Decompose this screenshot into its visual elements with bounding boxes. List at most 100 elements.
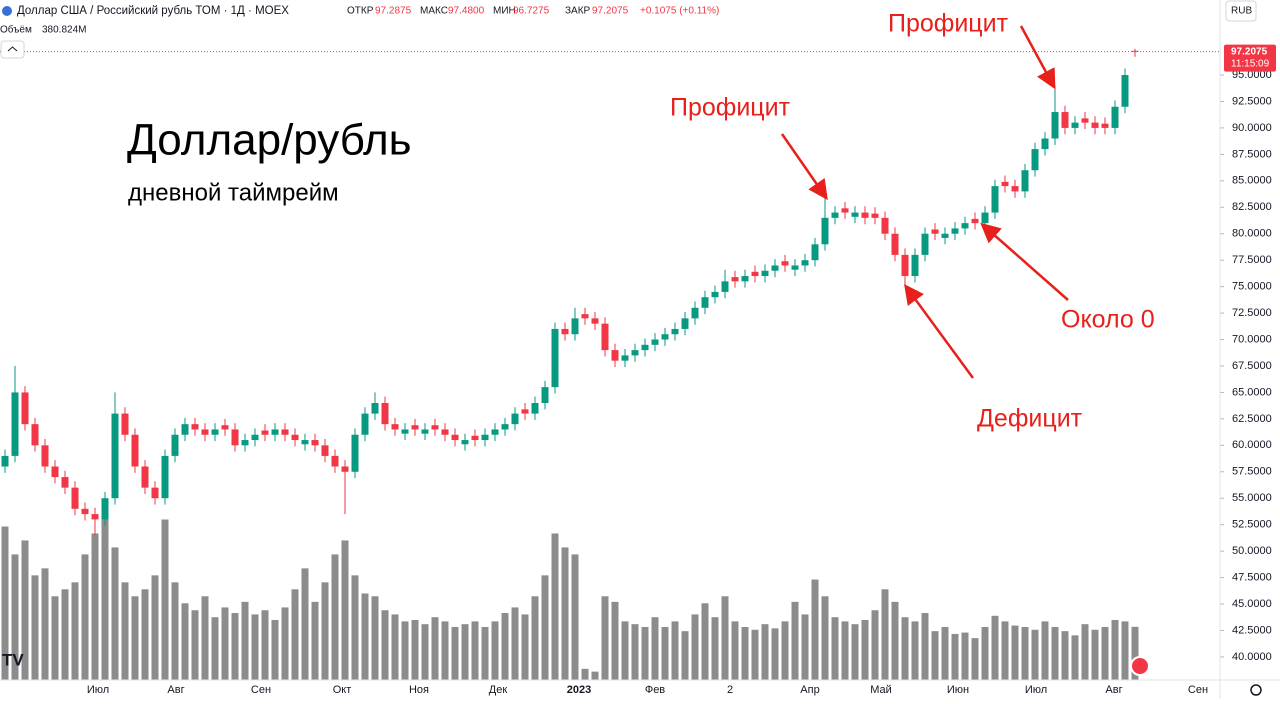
symbol-icon xyxy=(2,6,12,16)
candle-body xyxy=(851,212,859,217)
x-tick-label: 2 xyxy=(727,684,733,696)
candle-body xyxy=(881,217,889,234)
volume-bar xyxy=(1131,626,1139,680)
volume-bar xyxy=(661,626,669,680)
symbol: Доллар США / Российский рубль ТОМ · 1Д ·… xyxy=(17,5,289,17)
x-tick-label: Ноя xyxy=(409,684,429,696)
candle-body xyxy=(841,208,849,213)
volume-bar xyxy=(631,624,639,680)
y-tick-label: 92.5000 xyxy=(1232,95,1272,107)
candle-body xyxy=(401,429,409,434)
candle-body xyxy=(411,425,419,430)
y-tick-label: 65.0000 xyxy=(1232,386,1272,398)
volume-bar xyxy=(41,568,49,680)
candle-body xyxy=(811,244,819,261)
volume-bar xyxy=(1011,625,1019,680)
candle-body xyxy=(741,276,749,282)
volume-bar xyxy=(451,626,459,680)
volume-bar xyxy=(231,613,239,680)
volume-bar xyxy=(1071,635,1079,680)
volume-bar xyxy=(211,617,219,680)
annotation-deficit: Дефицит xyxy=(977,405,1083,433)
candle-body xyxy=(621,355,629,361)
currency: RUB xyxy=(1231,6,1252,17)
y-tick-label: 57.5000 xyxy=(1232,466,1272,478)
annotation-surplus: Профицит xyxy=(670,94,791,122)
collapse-button[interactable] xyxy=(0,40,25,59)
candle-body xyxy=(261,430,269,435)
volume-bar xyxy=(101,512,109,680)
y-tick-label: 70.0000 xyxy=(1232,333,1272,345)
volume-bar xyxy=(901,617,909,680)
candle-body xyxy=(951,228,959,234)
volume-bar xyxy=(481,626,489,680)
candle-body xyxy=(151,487,159,499)
volume-bar xyxy=(981,626,989,680)
candle-body xyxy=(711,291,719,298)
currency-button[interactable] xyxy=(1225,0,1257,22)
annotation-title: Доллар/рубль xyxy=(127,116,412,165)
x-tick-label: Сен xyxy=(251,684,271,696)
y-tick-label: 45.0000 xyxy=(1232,598,1272,610)
candle-body xyxy=(501,424,509,430)
volume-bar xyxy=(1111,619,1119,680)
candle-body xyxy=(361,413,369,435)
y-tick-label: 95.0000 xyxy=(1232,69,1272,81)
settings-icon[interactable] xyxy=(1250,684,1262,696)
candle-body xyxy=(11,392,19,456)
candle-body xyxy=(1001,181,1009,187)
volume-bar xyxy=(71,582,79,680)
volume-bar xyxy=(771,628,779,680)
y-tick-label: 90.0000 xyxy=(1232,122,1272,134)
volume-bar xyxy=(301,568,309,680)
candle-body xyxy=(1021,170,1029,192)
candle-body xyxy=(241,440,249,446)
volume-bar xyxy=(701,603,709,680)
volume-value: 380.824M xyxy=(42,25,86,36)
candle-body xyxy=(531,403,539,414)
low-value: 96.7275 xyxy=(513,6,550,17)
volume-bar xyxy=(1061,631,1069,680)
candle-body xyxy=(1041,138,1049,150)
collapse-icon xyxy=(7,46,18,52)
candle-body xyxy=(331,455,339,467)
candle-body xyxy=(1081,118,1089,123)
volume-bar xyxy=(681,631,689,680)
candle-body xyxy=(491,429,499,435)
volume-bar xyxy=(521,614,529,680)
candle-body xyxy=(231,429,239,446)
candle-body xyxy=(461,440,469,445)
y-tick-label: 47.5000 xyxy=(1232,571,1272,583)
annotation-near-zero: Около 0 xyxy=(1061,306,1155,334)
volume-bar xyxy=(711,617,719,680)
low-label: МИН xyxy=(493,6,516,17)
candle-body xyxy=(281,429,289,435)
candle-body xyxy=(541,387,549,404)
candle-body xyxy=(421,429,429,434)
candle-body xyxy=(681,318,689,329)
y-tick-label: 40.0000 xyxy=(1232,651,1272,663)
candle-body xyxy=(1011,186,1019,192)
volume-bar xyxy=(581,668,589,680)
candle-body xyxy=(481,434,489,441)
volume-bar xyxy=(651,617,659,680)
volume-bar xyxy=(331,554,339,680)
volume-bar xyxy=(201,596,209,680)
volume-bar xyxy=(441,621,449,680)
volume-bar xyxy=(731,621,739,680)
volume-bar xyxy=(311,601,319,680)
volume-bar xyxy=(1081,624,1089,680)
x-tick-label: Дек xyxy=(489,684,508,696)
candle-body xyxy=(381,403,389,425)
candle-body xyxy=(551,328,559,388)
arrow xyxy=(980,222,1069,301)
volume-bar xyxy=(1051,626,1059,680)
volume-bar xyxy=(151,575,159,680)
volume-bar xyxy=(1021,626,1029,680)
volume-bar xyxy=(1001,621,1009,680)
y-tick-label: 77.5000 xyxy=(1232,254,1272,266)
candle-body xyxy=(21,392,29,425)
candle-body xyxy=(791,265,799,270)
volume-bar xyxy=(751,629,759,680)
candle-body xyxy=(1101,123,1109,128)
